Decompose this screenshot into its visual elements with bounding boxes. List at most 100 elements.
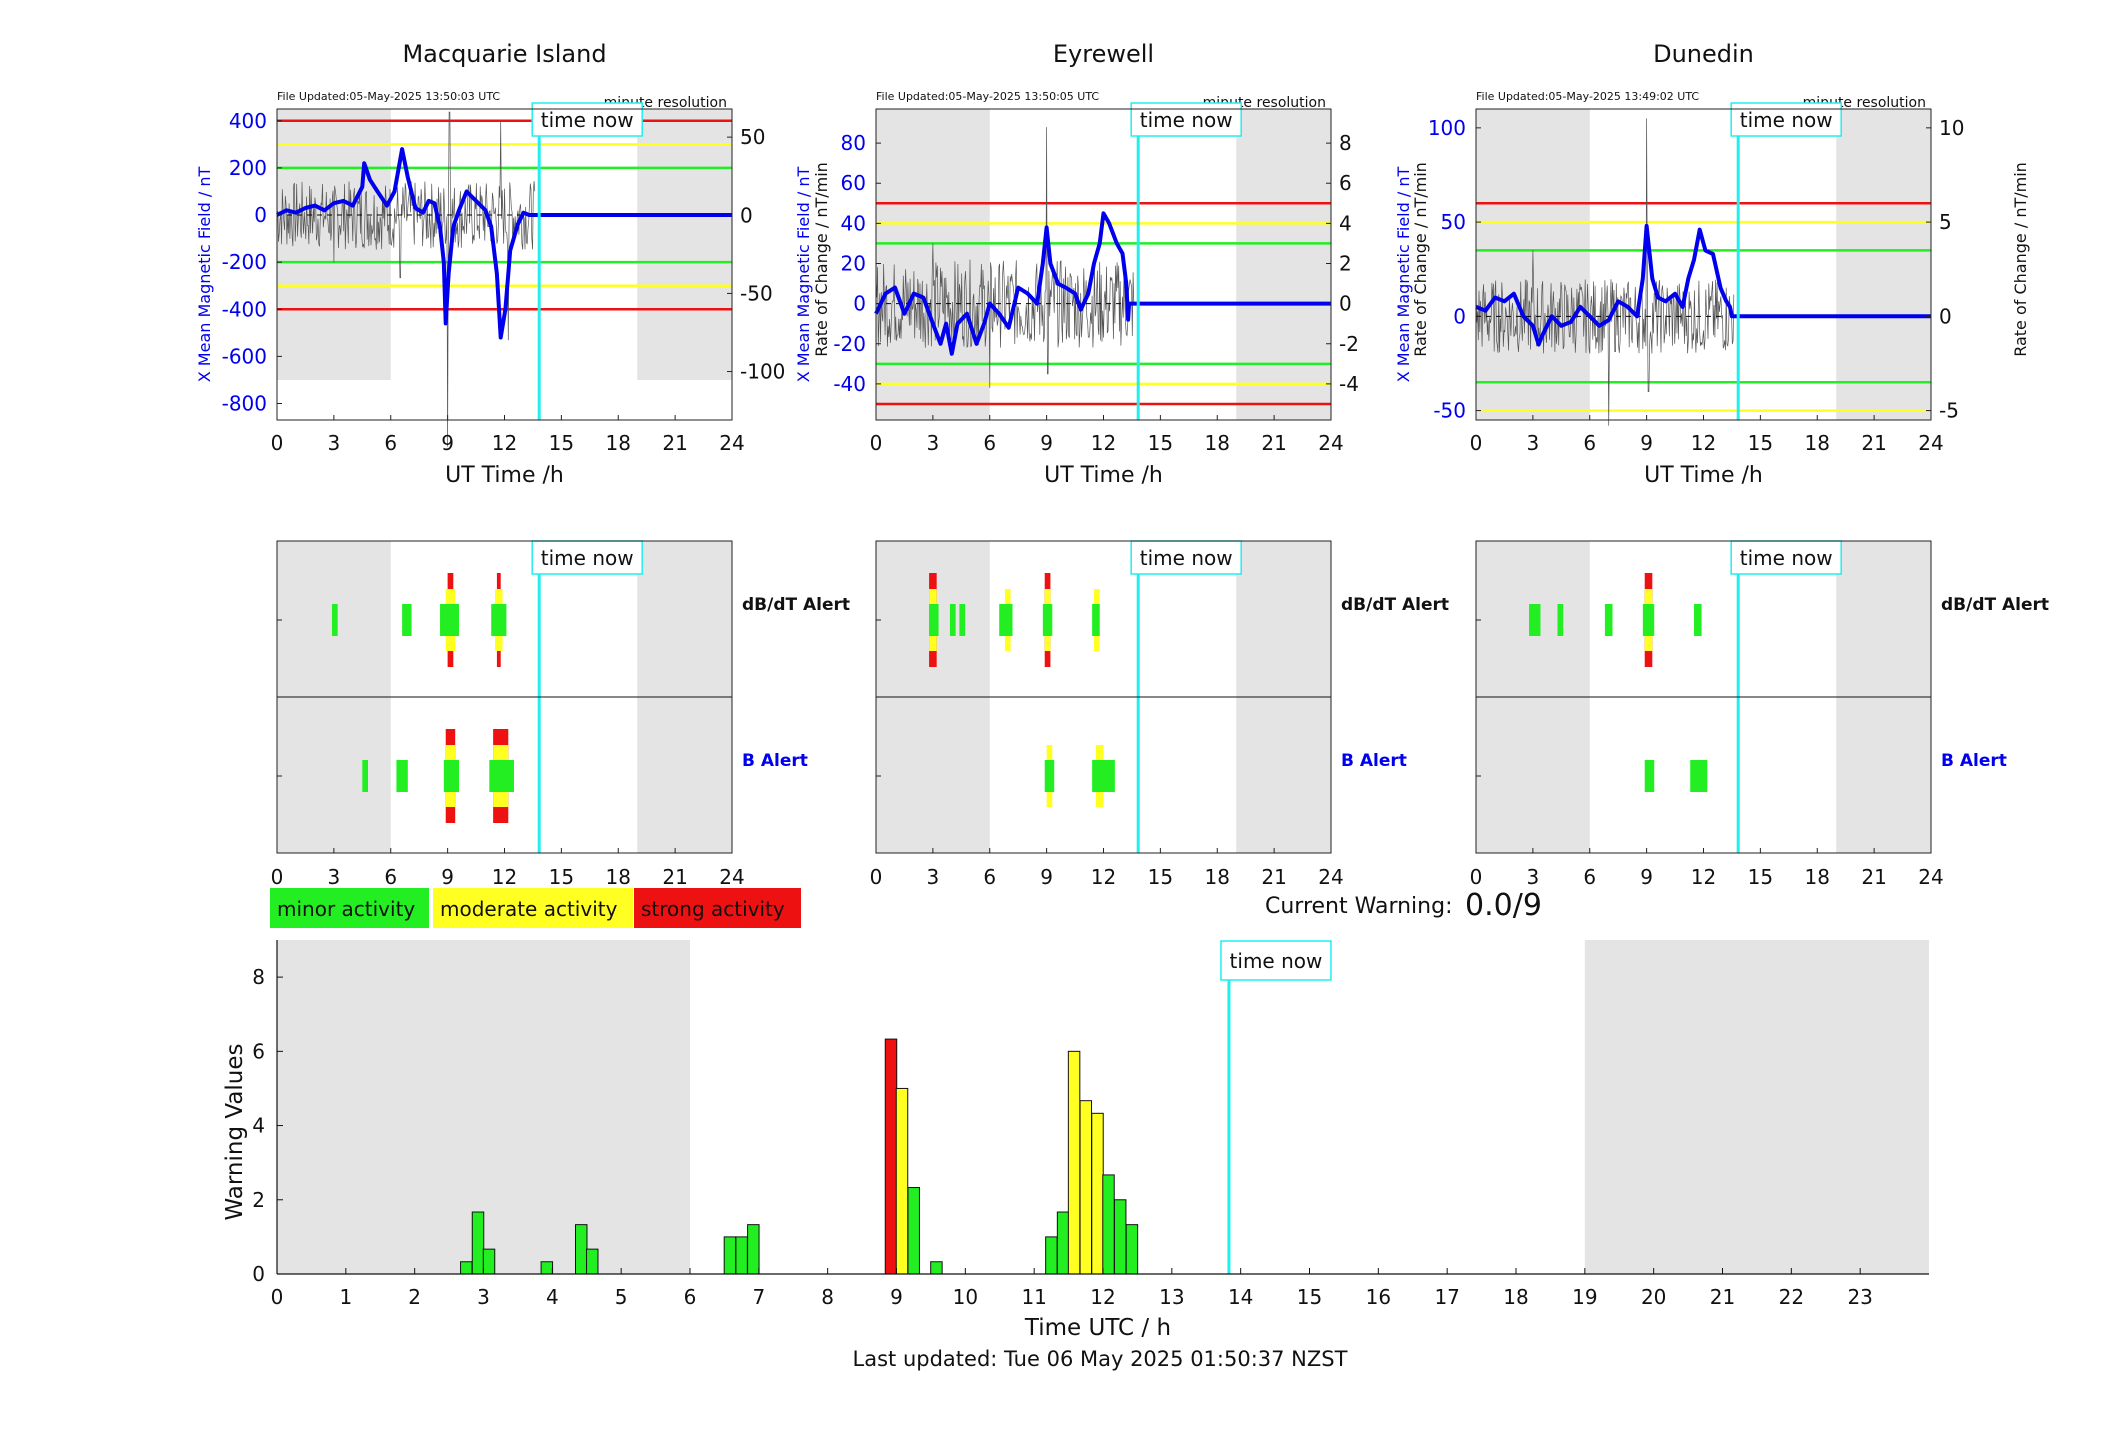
dbdt-alert-block-g [949,604,956,636]
x-tick-label: 15 [1148,865,1173,889]
x-tick-label: 15 [549,865,574,889]
x-tick-label: 9 [1640,865,1653,889]
x-tick-label: 12 [1091,431,1116,455]
night-band [637,109,732,380]
right-tick-label: 0 [1339,292,1352,316]
x-tick-label: 24 [719,865,744,889]
dbdt-alert-block-g [959,604,966,636]
night-band [876,109,990,420]
x-tick-label: 0 [870,431,883,455]
x-tick-label: 3 [927,431,940,455]
x-tick-label: 24 [1918,431,1943,455]
x-tick-label: 6 [1583,431,1596,455]
warning-bar [907,1187,920,1275]
time-now-label: time now [541,546,634,570]
warning-bar [1067,1050,1081,1275]
x-tick-label: 15 [549,431,574,455]
b-alert-block-g [1044,760,1055,792]
x-tick-label: 24 [719,431,744,455]
legend-swatch [634,888,801,928]
time-now-box [1730,540,1842,575]
x-tick-label: 10 [953,1285,978,1309]
warning-bar [1113,1199,1127,1275]
field-trace [1475,223,1931,347]
left-tick-label: 20 [841,251,866,275]
x-tick-label: 6 [684,1285,697,1309]
dbdt-alert-label: dB/dT Alert [1941,595,2049,615]
station-title: Eyrewell [1053,40,1154,68]
x-tick-label: 4 [546,1285,559,1309]
time-now-box [1220,940,1332,981]
x-tick-label: 9 [441,865,454,889]
time-now-label: time now [1230,949,1323,973]
night-band [1584,940,1929,1274]
file-updated-text: File Updated:05-May-2025 13:50:05 UTC [876,90,1099,103]
x-tick-label: 21 [1261,431,1286,455]
y-tick-label: 0 [252,1262,265,1286]
warning-bar [471,1211,485,1275]
right-axis-label: Rate of Change / nT/min [812,162,831,357]
time-now-label: time now [1140,108,1233,132]
warning-bar [895,1087,909,1275]
x-tick-label: 8 [821,1285,834,1309]
left-tick-label: 80 [841,131,866,155]
left-tick-label: -50 [1433,399,1466,423]
x-axis-label: UT Time /h [1044,463,1163,488]
dbdt-alert-label: dB/dT Alert [742,595,850,615]
warning-bar [723,1236,737,1275]
left-axis-label: X Mean Magnetic Field / nT [195,167,214,383]
right-tick-label: 4 [1339,211,1352,235]
left-tick-label: 40 [841,211,866,235]
activity-legend: minor activity moderate activity strong ac… [270,888,801,928]
x-tick-label: 3 [927,865,940,889]
time-now-box [1130,540,1242,575]
left-tick-label: -40 [833,372,866,396]
x-tick-label: 21 [662,431,687,455]
warning-bar [586,1248,599,1275]
left-tick-label: 400 [229,109,267,133]
x-tick-label: 0 [271,431,284,455]
x-tick-label: 0 [1470,431,1483,455]
x-tick-label: 18 [1205,431,1230,455]
magnetometer-panels: Macquarie Island File Updated:05-May-2025… [195,40,2030,488]
x-tick-label: 9 [1640,431,1653,455]
dbdt-alert-block-g [1557,604,1564,636]
right-tick-label: 5 [1939,210,1952,234]
b-alert-block-g [362,760,368,792]
warning-bar [884,1038,898,1275]
x-tick-label: 6 [983,431,996,455]
magnetometer-panel-2: Eyrewell File Updated:05-May-2025 13:50:0… [794,40,1430,488]
x-tick-label: 21 [1261,865,1286,889]
right-tick-label: 0 [1939,304,1952,328]
dbdt-alert-block-g [999,604,1013,636]
left-tick-label: -400 [222,297,267,321]
left-tick-label: 100 [1428,116,1466,140]
left-tick-label: 0 [254,203,267,227]
right-tick-label: -4 [1339,372,1359,396]
b-alert-label: B Alert [1941,751,2007,771]
x-tick-label: 12 [1691,431,1716,455]
x-tick-label: 23 [1847,1285,1872,1309]
legend-item-2: moderate activity [433,888,633,928]
legend-item-3: strong activity [634,888,801,928]
warning-bar [1102,1174,1115,1275]
magnetometer-panel-3: Dunedin File Updated:05-May-2025 13:49:02… [1394,40,2030,488]
time-now-label: time now [1740,546,1833,570]
dbdt-alert-block-g [1042,604,1053,636]
x-tick-label: 12 [1090,1285,1115,1309]
right-axis-label: Rate of Change / nT/min [1411,162,1430,357]
x-tick-label: 21 [1861,431,1886,455]
x-tick-label: 21 [1710,1285,1735,1309]
x-tick-label: 6 [1583,865,1596,889]
legend-label: minor activity [277,897,415,921]
x-tick-label: 9 [1040,865,1053,889]
right-tick-label: 50 [740,125,765,149]
x-tick-label: 14 [1228,1285,1253,1309]
x-tick-label: 24 [1918,865,1943,889]
dbdt-alert-block-g [1529,604,1541,636]
x-tick-label: 24 [1318,431,1343,455]
rate-of-change-trace [1475,118,1735,426]
dbdt-alert-block-g [402,604,412,636]
x-tick-label: 18 [1805,431,1830,455]
x-tick-label: 3 [477,1285,490,1309]
